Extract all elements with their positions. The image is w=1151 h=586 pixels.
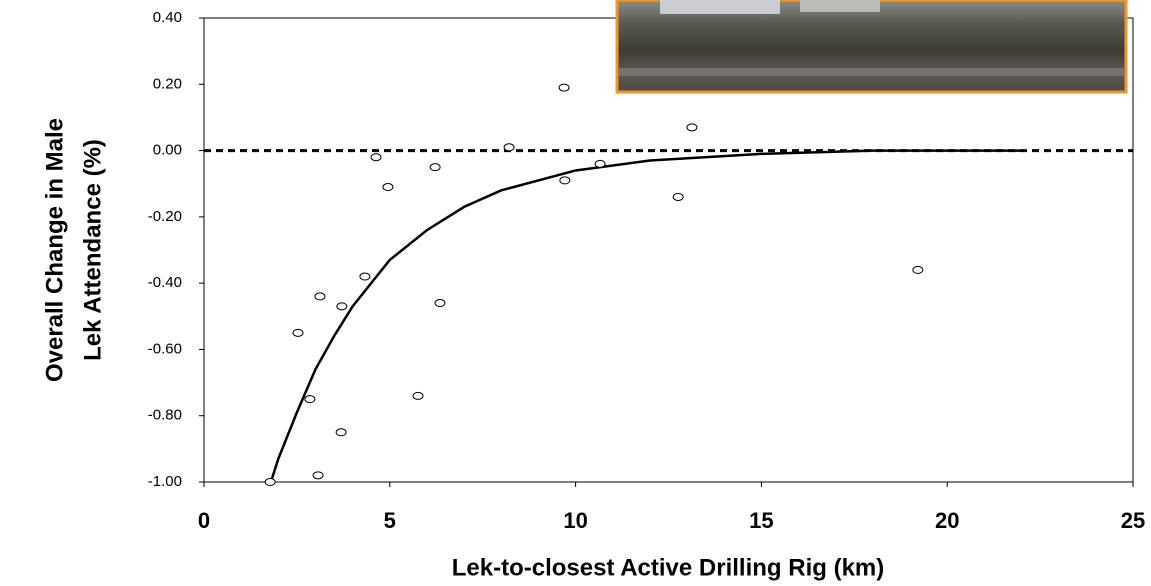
x-tick-label: 15 — [749, 508, 773, 533]
y-tick-label: 0.40 — [153, 9, 182, 26]
y-tick-label: -0.60 — [148, 340, 182, 357]
x-tick-label: 20 — [935, 508, 959, 533]
data-point — [336, 429, 346, 436]
y-tick-label: -0.20 — [148, 208, 182, 225]
data-point — [430, 164, 440, 171]
data-point — [305, 396, 315, 403]
y-tick-label: -0.80 — [148, 407, 182, 424]
data-point — [435, 300, 445, 307]
data-point — [413, 392, 423, 399]
x-tick-label: 0 — [198, 508, 210, 533]
fit-curve — [271, 151, 1022, 482]
data-point — [315, 293, 325, 300]
y-tick-label: -0.40 — [148, 274, 182, 291]
data-point — [560, 177, 570, 184]
data-point — [559, 84, 569, 91]
data-point — [293, 329, 303, 336]
data-point — [265, 479, 275, 486]
data-point — [687, 124, 697, 131]
data-point — [504, 144, 514, 151]
x-tick-label: 10 — [563, 508, 587, 533]
chart: Lek-to-closest Active Drilling Rig (km) … — [0, 0, 1151, 586]
inset-photo — [617, 0, 1126, 92]
data-point — [360, 273, 370, 280]
data-point — [913, 266, 923, 273]
data-point — [337, 303, 347, 310]
y-tick-label: 0.00 — [153, 142, 182, 159]
x-axis-title: Lek-to-closest Active Drilling Rig (km) — [452, 554, 885, 581]
data-point — [371, 154, 381, 161]
y-tick-label: 0.20 — [153, 75, 182, 92]
x-tick-label: 25 — [1121, 508, 1145, 533]
data-point — [595, 160, 605, 167]
y-axis-title: Lek Attendance (%) — [79, 139, 106, 361]
page: Lek-to-closest Active Drilling Rig (km) … — [0, 0, 1151, 586]
x-tick-label: 5 — [384, 508, 396, 533]
y-axis-title: Overall Change in Male — [41, 118, 68, 382]
data-point — [313, 472, 323, 479]
y-tick-label: -1.00 — [148, 473, 182, 490]
data-point — [383, 184, 393, 191]
data-point — [673, 193, 683, 200]
